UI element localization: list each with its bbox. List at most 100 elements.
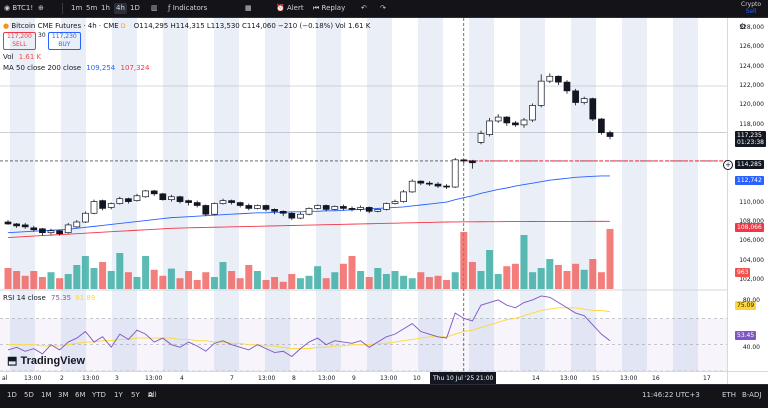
crosshair-time-label: Thu 10 Jul '25 21:00: [430, 372, 497, 385]
volume-bar: [30, 271, 38, 289]
time-axis-label: 13:00: [380, 375, 398, 382]
price-chart[interactable]: [0, 18, 727, 371]
chart-type-icon[interactable]: ▥: [151, 4, 158, 12]
goto-date-icon[interactable]: ⧉: [148, 391, 153, 399]
candle-body: [469, 160, 476, 164]
session-band: [673, 18, 698, 371]
volume-bar: [365, 277, 373, 289]
clock[interactable]: 11:46:22 UTC+3: [642, 391, 700, 399]
buy-button[interactable]: 117,230 BUY: [47, 32, 81, 50]
volume-bar: [460, 232, 468, 289]
interval-5m[interactable]: 5m: [86, 4, 98, 12]
session-band: [622, 18, 647, 371]
volume-bar: [13, 271, 21, 289]
brand-badge[interactable]: Crypto Sell: [741, 1, 762, 15]
candle-body: [426, 182, 433, 185]
alert-button[interactable]: ⏰ Alert: [276, 4, 304, 12]
volume-bar: [219, 262, 227, 289]
add-symbol-icon[interactable]: ⊕: [38, 4, 44, 12]
volume-bar: [503, 266, 511, 289]
candle-body: [365, 207, 373, 212]
adjustment-toggle[interactable]: B-ADJ: [742, 391, 762, 399]
range-button-5y[interactable]: 5Y: [131, 391, 140, 399]
volume-bar: [99, 262, 107, 289]
session-toggle[interactable]: ETH: [722, 391, 736, 399]
range-button-ytd[interactable]: YTD: [92, 391, 106, 399]
range-button-all[interactable]: All: [148, 391, 157, 399]
delayed-icon: D: [120, 23, 126, 30]
candle-body: [211, 203, 218, 215]
chart-pane[interactable]: [0, 18, 727, 371]
price-axis-label: 120,000: [739, 101, 764, 109]
candle-body: [486, 120, 493, 135]
candle-body: [331, 206, 339, 210]
range-button-3m[interactable]: 3M: [58, 391, 69, 399]
ma200-value: 107,324: [120, 64, 150, 72]
interval-1d[interactable]: 1D: [130, 4, 140, 12]
time-axis-label: 13:00: [258, 375, 276, 382]
rsi-legend[interactable]: RSI 14 close 75.35 81.89: [3, 294, 95, 302]
session-band: [316, 18, 341, 371]
candle-body: [400, 191, 407, 202]
range-button-1y[interactable]: 1Y: [114, 391, 123, 399]
volume-bar: [554, 265, 562, 289]
symbol-search-button[interactable]: ◉ BTC1!: [4, 4, 34, 12]
volume-bar: [348, 256, 356, 289]
price-axis-label: 124,000: [739, 62, 764, 70]
time-axis[interactable]: al 13:00 2 13:00 3 13:00 4 7 13:00 8 13:00 9 13:00 10…: [0, 371, 727, 385]
volume-bar: [391, 271, 399, 289]
session-band: [61, 18, 86, 371]
ma50-value: 109,254: [86, 64, 116, 72]
candle-body: [460, 159, 468, 162]
rsi-ma-value: 81.89: [75, 294, 96, 302]
volume-label: Vol: [3, 53, 14, 61]
candle-body: [228, 200, 235, 203]
ma50-price-tag: 112,742: [735, 176, 764, 185]
candle-body: [529, 105, 536, 121]
spread-value: 30: [38, 32, 46, 39]
candle-body: [314, 205, 321, 209]
interval-4h[interactable]: 4h: [114, 3, 127, 14]
volume-bar: [116, 253, 124, 289]
layout-icon[interactable]: ▦: [245, 4, 252, 12]
add-plus-icon[interactable]: +: [723, 160, 733, 170]
legend-volume-row[interactable]: Vol 1.61 K: [3, 53, 370, 61]
time-axis-label: al: [2, 375, 8, 382]
undo-icon[interactable]: ↶: [361, 4, 367, 12]
range-button-6m[interactable]: 6M: [75, 391, 86, 399]
candle-body: [383, 203, 390, 210]
volume-bar: [408, 278, 416, 289]
candle-body: [348, 208, 356, 210]
interval-1h[interactable]: 1h: [101, 4, 110, 12]
legend-ma-row[interactable]: MA 50 close 200 close 109,254 107,324: [3, 64, 370, 72]
volume-bar: [142, 256, 150, 289]
volume-bar: [314, 266, 322, 289]
interval-1m[interactable]: 1m: [71, 4, 83, 12]
time-axis-label: 13:00: [82, 375, 100, 382]
volume-bar: [606, 229, 614, 289]
rsi-tag: 53.45: [735, 331, 757, 340]
rsi-label: RSI 14 close: [3, 294, 46, 302]
range-button-1d[interactable]: 1D: [7, 391, 17, 399]
candle-body: [340, 206, 347, 209]
volume-bar: [589, 259, 597, 289]
price-axis[interactable]: 128,000 126,000 124,000 122,000 120,000 118,0…: [727, 18, 768, 371]
sell-button[interactable]: 117,200 SELL: [3, 32, 36, 50]
ma200-line: [7, 220, 611, 238]
range-button-1m[interactable]: 1M: [41, 391, 52, 399]
volume-bar: [417, 272, 425, 289]
volume-bar: [486, 250, 494, 289]
redo-icon[interactable]: ↷: [380, 4, 386, 12]
volume-bar: [253, 271, 261, 289]
volume-bar: [228, 271, 236, 289]
replay-button[interactable]: ⏮ Replay: [313, 4, 346, 12]
range-button-5d[interactable]: 5D: [24, 391, 34, 399]
time-axis-label: 13:00: [145, 375, 163, 382]
time-axis-label: 13:00: [560, 375, 578, 382]
volume-bar: [64, 274, 72, 289]
volume-bar: [580, 269, 588, 289]
indicators-button[interactable]: ƒ Indicators: [168, 4, 208, 12]
candle-body: [159, 193, 167, 201]
candle-body: [90, 201, 98, 214]
settings-gear-icon[interactable]: ⚙: [739, 22, 747, 31]
